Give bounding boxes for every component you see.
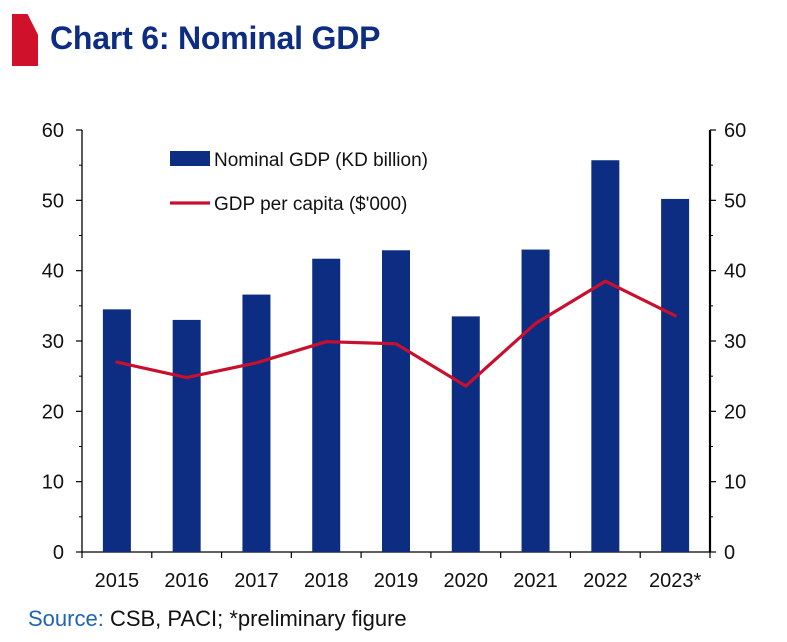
y-tick-label-left: 10: [42, 472, 64, 494]
x-tick-label: 2021: [513, 570, 558, 592]
y-tick-label-right: 60: [724, 120, 746, 142]
source-note: Source: CSB, PACI; *preliminary figure: [28, 606, 407, 632]
legend-label-bar: Nominal GDP (KD billion): [214, 150, 428, 171]
y-tick-label-left: 30: [42, 331, 64, 353]
x-tick-label: 2015: [95, 570, 140, 592]
legend-label-line: GDP per capita ($'000): [214, 194, 407, 215]
bar-2019: [382, 250, 410, 552]
x-tick-label: 2018: [304, 570, 349, 592]
y-tick-label-right: 40: [724, 261, 746, 283]
x-tick-label: 2022: [583, 570, 628, 592]
y-tick-label-right: 50: [724, 190, 746, 212]
y-tick-label-right: 10: [724, 472, 746, 494]
y-tick-label-left: 60: [42, 120, 64, 142]
x-tick-label: 2016: [164, 570, 209, 592]
x-tick-label: 2019: [374, 570, 419, 592]
bar-2017: [242, 294, 271, 552]
bar-2016: [172, 319, 201, 552]
y-tick-label-left: 20: [42, 401, 64, 423]
y-tick-label-left: 50: [42, 190, 64, 212]
x-tick-label: 2023*: [649, 570, 701, 592]
legend-swatch-bar: [170, 151, 210, 166]
y-tick-label-left: 40: [42, 261, 64, 283]
x-tick-label: 2020: [444, 570, 489, 592]
source-text: CSB, PACI; *preliminary figure: [103, 606, 407, 631]
bar-2020: [451, 316, 480, 552]
bar-2015: [102, 309, 131, 552]
x-tick-label: 2017: [234, 570, 279, 592]
bar-2018: [312, 258, 341, 552]
bar-2022: [591, 160, 620, 552]
y-tick-label-left: 0: [53, 542, 64, 564]
source-label: Source:: [28, 606, 104, 631]
bar-2021: [521, 249, 550, 553]
bar-2023: [661, 198, 690, 552]
y-tick-label-right: 30: [724, 331, 746, 353]
chart-title: Chart 6: Nominal GDP: [50, 20, 381, 56]
y-tick-label-right: 20: [724, 401, 746, 423]
y-tick-label-right: 0: [724, 542, 735, 564]
